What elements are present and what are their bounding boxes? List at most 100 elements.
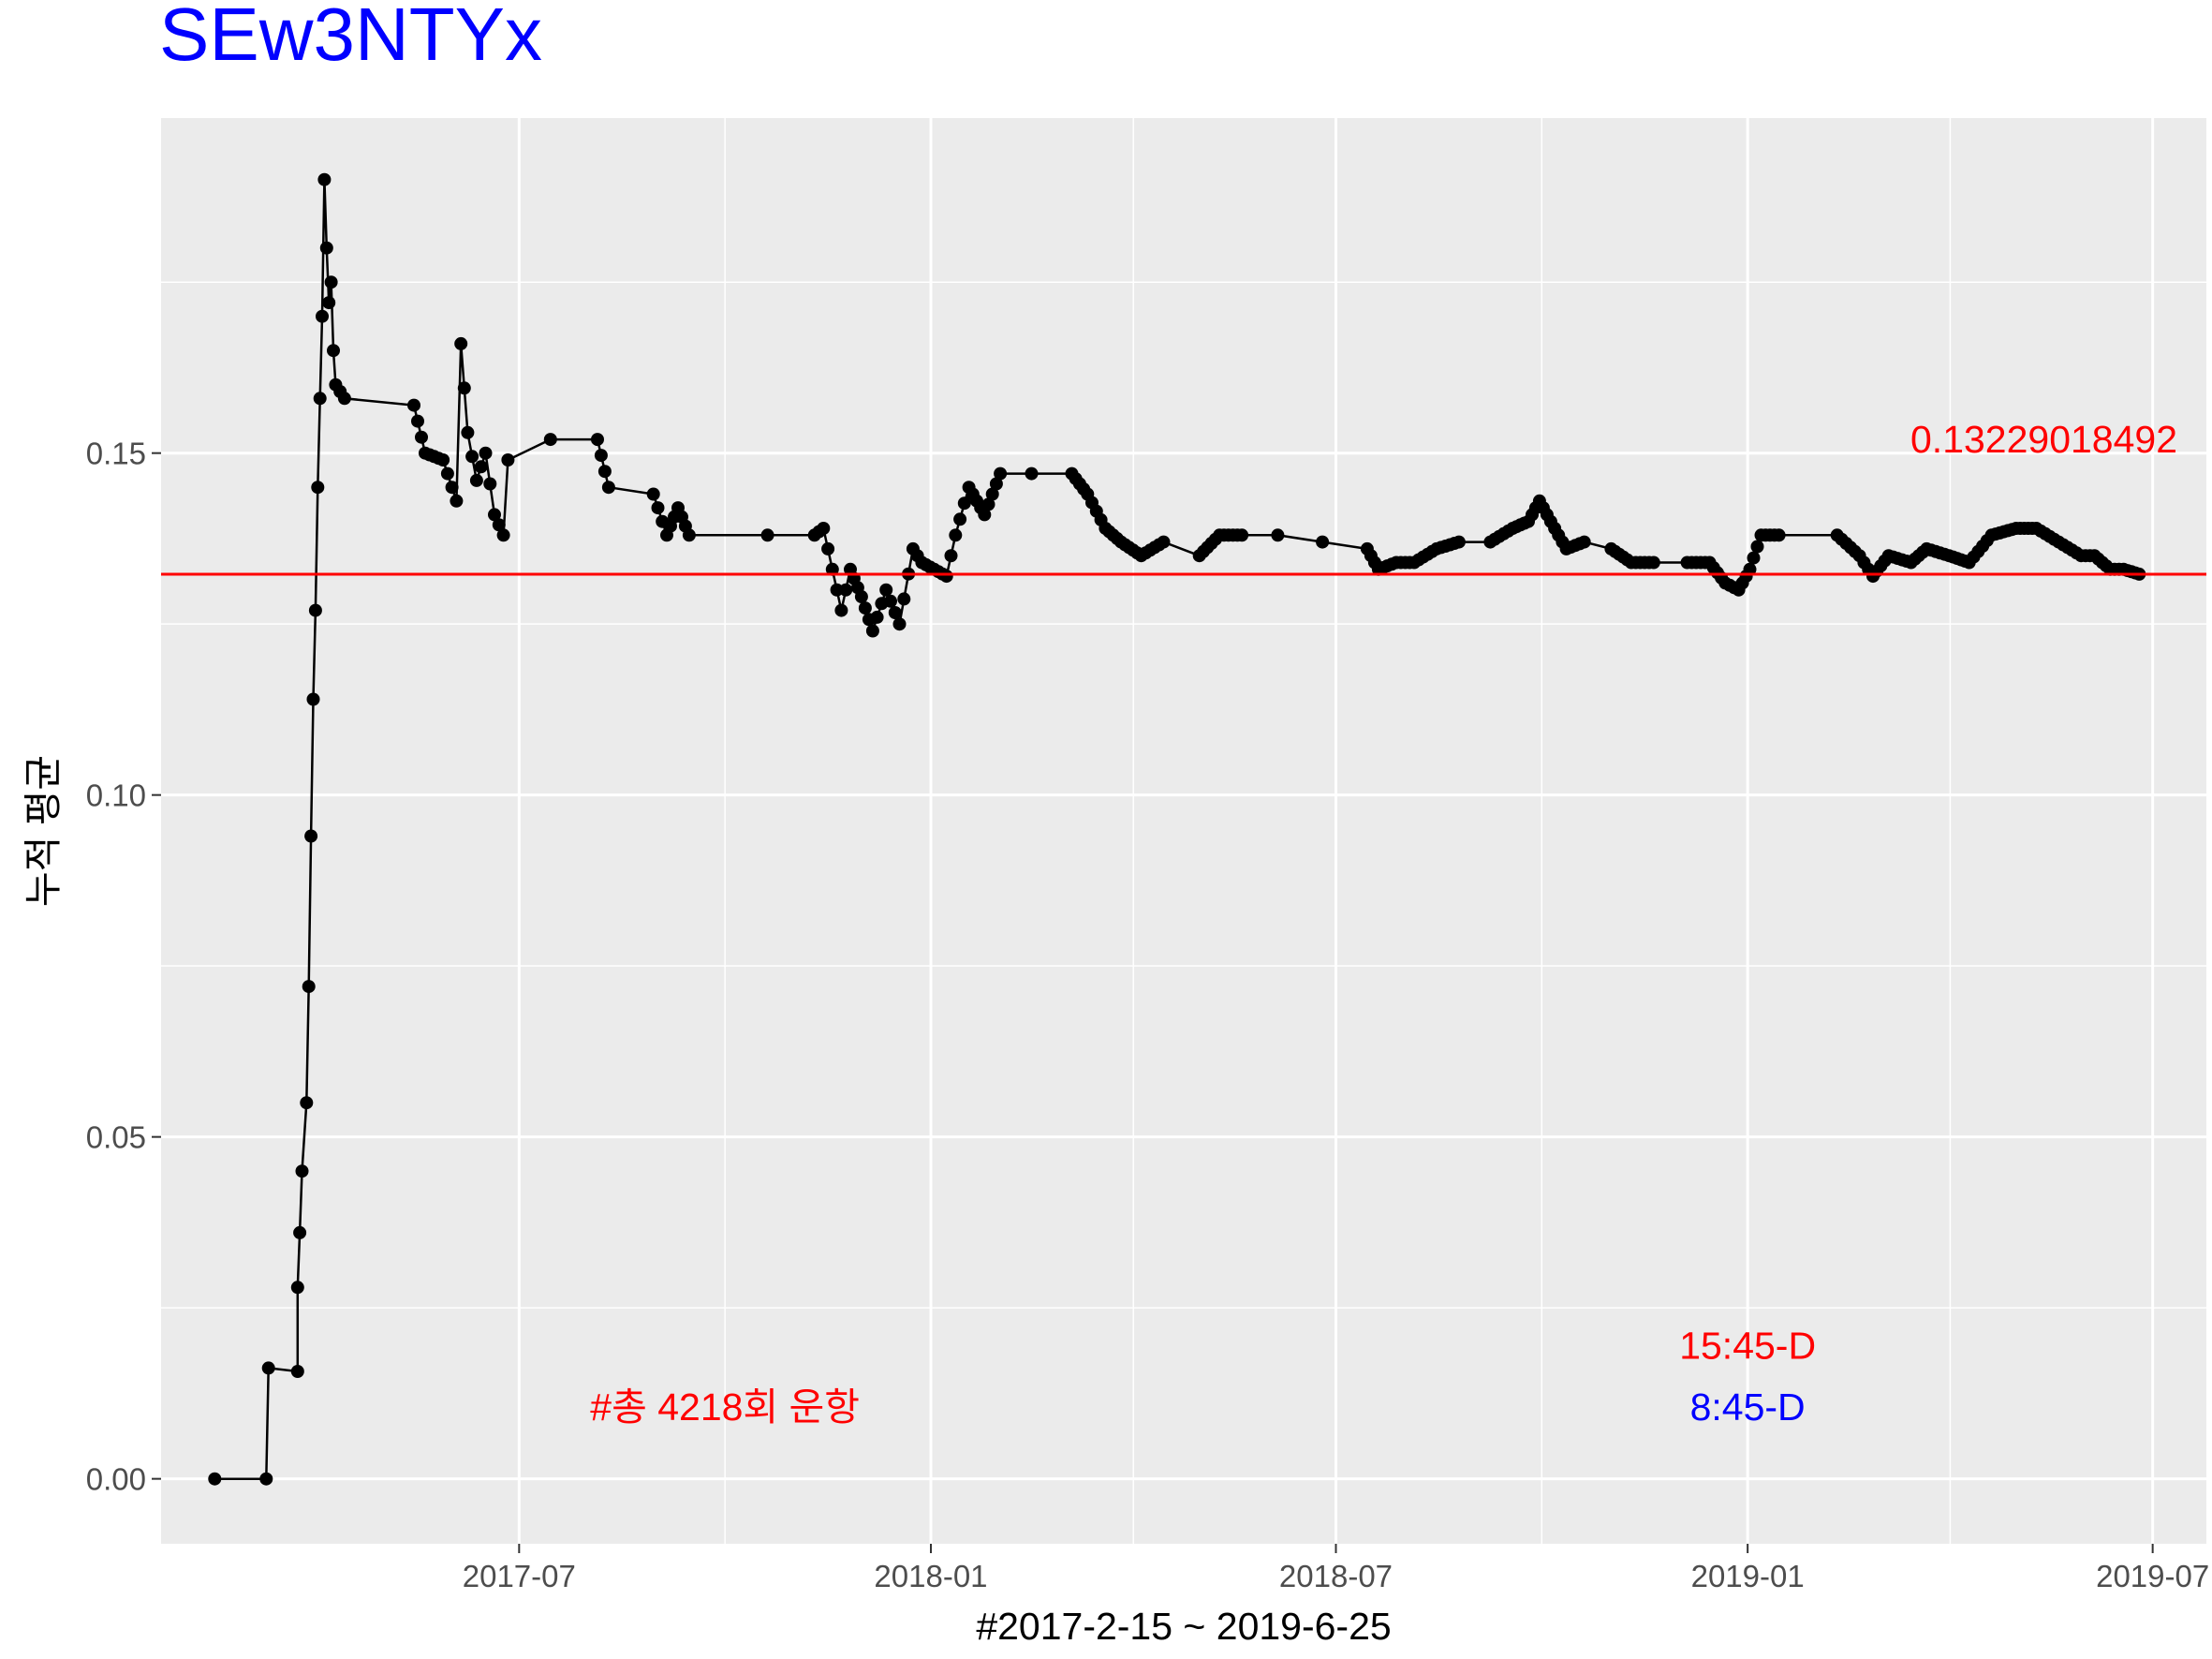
data-point [1750, 540, 1764, 554]
plot-panel [161, 118, 2206, 1544]
data-point [293, 1225, 307, 1239]
data-point [308, 603, 322, 617]
data-point [953, 512, 967, 526]
data-point [304, 829, 318, 843]
x-tick-label: 2018-07 [1279, 1559, 1393, 1593]
data-point [594, 449, 608, 463]
data-point [944, 549, 958, 563]
data-point [884, 594, 897, 608]
data-point [317, 172, 332, 186]
data-point [259, 1472, 273, 1486]
data-point [488, 508, 501, 522]
data-point [483, 477, 497, 491]
data-point [290, 1365, 304, 1378]
data-point [302, 980, 316, 994]
data-point [313, 392, 327, 406]
data-point [854, 590, 868, 603]
data-point [457, 381, 471, 395]
data-point [436, 453, 450, 467]
x-tick-label: 2019-07 [2096, 1559, 2209, 1593]
y-tick-label: 0.05 [86, 1120, 146, 1155]
data-point [597, 465, 612, 479]
data-point [290, 1281, 304, 1295]
data-point [981, 497, 995, 511]
data-point [1235, 528, 1249, 542]
data-point [897, 592, 911, 606]
data-point [957, 496, 971, 511]
data-point [1157, 535, 1171, 549]
data-point [888, 606, 902, 619]
data-point [1743, 562, 1757, 576]
chart-title: SEw3NTYx [159, 0, 542, 76]
y-tick-label: 0.00 [86, 1462, 146, 1497]
data-point [474, 460, 488, 474]
y-axis-label: 누적 평균 [22, 755, 65, 907]
data-point [879, 583, 893, 597]
x-tick-label: 2017-07 [463, 1559, 576, 1593]
annotation-text: 15:45-D [1679, 1324, 1816, 1367]
data-point [322, 296, 336, 310]
data-point [295, 1164, 309, 1178]
data-point [1772, 528, 1786, 542]
y-tick-label: 0.15 [86, 437, 146, 471]
annotations: 0.13229018492 #총 4218회 운항 15:45-D 8:45-D [590, 418, 2177, 1429]
data-series [208, 172, 2146, 1486]
data-point [591, 433, 604, 447]
grid-minor [161, 118, 2206, 1544]
y-axis: 0.00 0.05 0.10 0.15 [86, 437, 161, 1497]
data-point [834, 603, 848, 617]
data-point [319, 241, 333, 255]
data-point [1577, 535, 1591, 549]
data-point [989, 477, 1003, 491]
data-point [865, 624, 879, 638]
data-point [306, 692, 320, 706]
data-point [939, 570, 953, 584]
data-point [601, 481, 615, 495]
data-point [817, 522, 831, 535]
data-point [1271, 528, 1285, 542]
data-point [646, 487, 660, 501]
data-point [337, 392, 351, 406]
data-point [1646, 555, 1660, 570]
data-point [465, 450, 479, 464]
data-point [411, 414, 424, 428]
data-point [994, 467, 1008, 481]
data-point [492, 518, 506, 532]
data-point [949, 528, 963, 542]
x-tick-label: 2018-01 [874, 1559, 987, 1593]
data-point [682, 528, 696, 542]
data-point [327, 344, 340, 358]
y-tick-label: 0.10 [86, 778, 146, 813]
data-point [543, 433, 557, 447]
data-point [261, 1361, 275, 1375]
annotation-text: 8:45-D [1690, 1385, 1806, 1429]
data-point [651, 501, 665, 515]
data-point [870, 610, 884, 624]
data-point [1452, 535, 1466, 549]
data-point [300, 1096, 314, 1110]
data-point [1747, 551, 1761, 565]
annotation-text: #총 4218회 운항 [590, 1385, 860, 1429]
data-point [450, 494, 464, 508]
data-point [830, 583, 844, 597]
x-axis-label: #2017-2-15 ~ 2019-6-25 [976, 1605, 1391, 1648]
data-point [858, 601, 872, 615]
data-point [461, 425, 475, 439]
data-point [440, 467, 454, 481]
annotation-text: 0.13229018492 [1910, 418, 2177, 461]
data-point [445, 481, 459, 495]
data-point [501, 453, 515, 467]
x-axis: 2017-07 2018-01 2018-07 2019-01 2019-07 [463, 1544, 2209, 1593]
data-point [479, 446, 493, 460]
data-point [324, 275, 338, 289]
data-point [469, 473, 483, 487]
data-point [1316, 535, 1330, 549]
data-point [208, 1472, 222, 1486]
data-point [985, 487, 999, 501]
data-point [454, 336, 468, 350]
data-point [978, 508, 992, 522]
data-point [1025, 467, 1039, 481]
data-point [760, 528, 774, 542]
data-point [839, 583, 853, 597]
